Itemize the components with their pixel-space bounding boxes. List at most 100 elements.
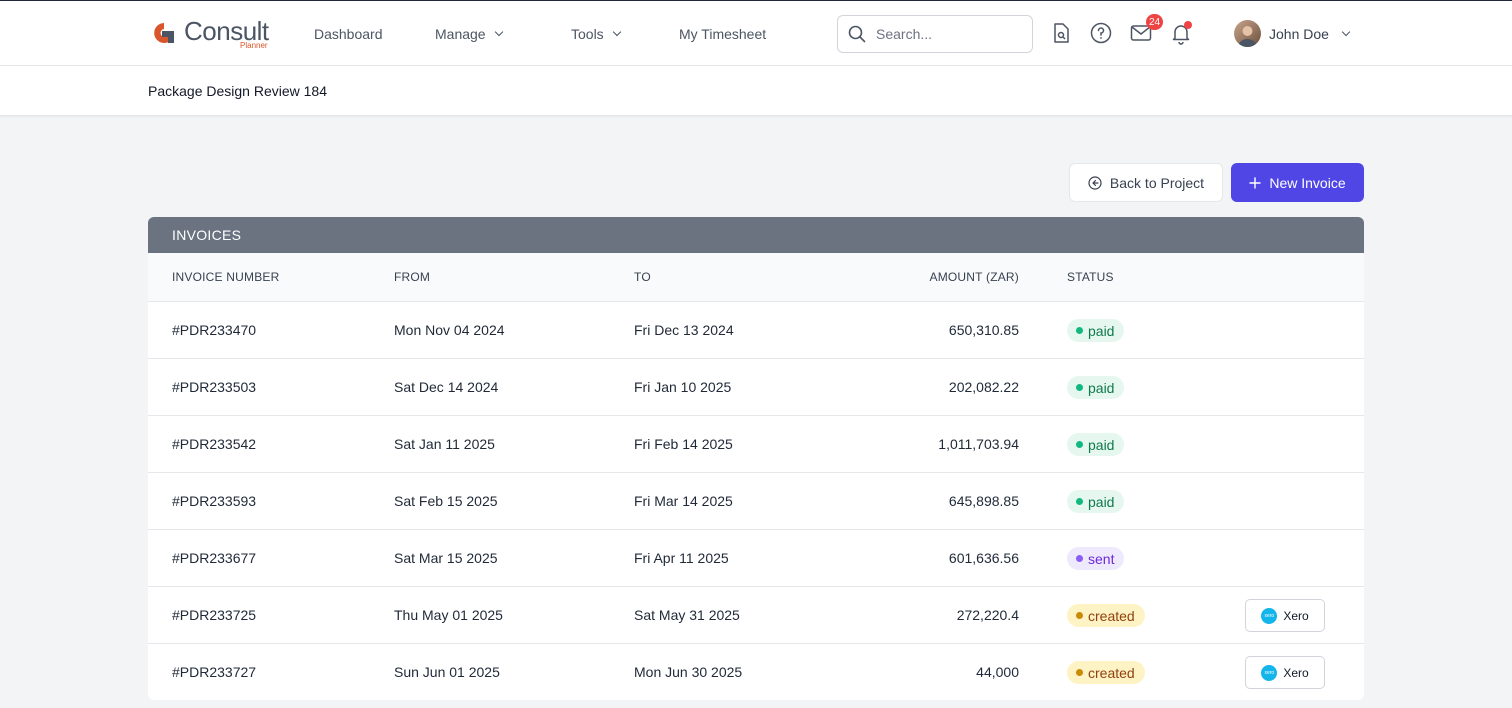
nav-manage[interactable]: Manage: [435, 26, 503, 42]
column-header-from: FROM: [394, 270, 431, 284]
status-label: paid: [1088, 379, 1115, 396]
invoice-to-date: Mon Jun 30 2025: [634, 664, 743, 680]
xero-button-label: Xero: [1283, 665, 1309, 680]
status-badge: paid: [1067, 319, 1125, 342]
logo-mark-icon: [148, 17, 180, 49]
new-invoice-label: New Invoice: [1269, 174, 1346, 191]
user-menu[interactable]: John Doe: [1234, 20, 1351, 47]
invoice-number[interactable]: #PDR233725: [172, 607, 257, 623]
plus-icon: [1249, 176, 1262, 189]
invoice-amount: 272,220.4: [956, 607, 1019, 623]
invoice-number[interactable]: #PDR233542: [172, 436, 257, 452]
status-badge: created: [1067, 661, 1145, 684]
status-label: paid: [1088, 322, 1115, 339]
back-to-project-button[interactable]: Back to Project: [1069, 163, 1223, 202]
project-header: Package Design Review 184: [0, 66, 1512, 116]
table-row[interactable]: #PDR233503 Sat Dec 14 2024 Fri Jan 10 2025…: [148, 358, 1364, 415]
mail-icon[interactable]: [1129, 21, 1153, 45]
table-row[interactable]: #PDR233593 Sat Feb 15 2025 Fri Mar 14 2025…: [148, 472, 1364, 529]
invoice-number[interactable]: #PDR233677: [172, 550, 257, 566]
app-logo[interactable]: Consult Planner: [148, 17, 269, 51]
invoice-number[interactable]: #PDR233593: [172, 493, 257, 509]
table-row[interactable]: #PDR233677 Sat Mar 15 2025 Fri Apr 11 2025…: [148, 529, 1364, 586]
invoice-amount: 645,898.85: [948, 493, 1019, 509]
status-dot: [1076, 498, 1083, 505]
new-invoice-button[interactable]: New Invoice: [1231, 163, 1364, 202]
top-navigation-bar: Consult Planner Dashboard Manage Tools M…: [0, 0, 1512, 66]
document-search-icon[interactable]: [1049, 21, 1073, 45]
invoice-number[interactable]: #PDR233727: [172, 664, 257, 680]
user-name: John Doe: [1269, 25, 1329, 42]
status-label: sent: [1088, 550, 1115, 567]
column-header-to: TO: [634, 270, 651, 284]
invoice-to-date: Fri Jan 10 2025: [634, 379, 732, 395]
back-to-project-label: Back to Project: [1109, 174, 1205, 191]
status-dot: [1076, 384, 1083, 391]
status-dot: [1076, 327, 1083, 334]
status-dot: [1076, 612, 1083, 619]
search-input[interactable]: [876, 26, 1016, 42]
chevron-down-icon: [612, 27, 621, 37]
table-row[interactable]: #PDR233542 Sat Jan 11 2025 Fri Feb 14 2025…: [148, 415, 1364, 472]
nav-tools-label: Tools: [571, 26, 604, 42]
invoice-amount: 202,082.22: [948, 379, 1019, 395]
invoice-amount: 44,000: [976, 664, 1019, 680]
nav-my-timesheet[interactable]: My Timesheet: [679, 26, 766, 42]
invoices-heading: INVOICES: [148, 217, 1364, 253]
status-badge: paid: [1067, 490, 1125, 513]
invoice-amount: 650,310.85: [948, 322, 1019, 338]
table-header: INVOICE NUMBER FROM TO AMOUNT (ZAR) STAT…: [148, 253, 1364, 301]
xero-sync-button[interactable]: xero Xero: [1245, 599, 1325, 632]
search-box: [837, 15, 1033, 53]
column-header-invoice-number: INVOICE NUMBER: [172, 270, 280, 284]
column-header-amount: AMOUNT (ZAR): [929, 270, 1019, 284]
back-arrow-circle-icon: [1088, 175, 1102, 190]
page-title: Package Design Review 184: [148, 83, 327, 99]
invoice-to-date: Sat May 31 2025: [634, 607, 740, 623]
nav-dashboard-label: Dashboard: [314, 26, 383, 42]
status-badge: sent: [1067, 547, 1125, 570]
invoice-number[interactable]: #PDR233470: [172, 322, 257, 338]
xero-logo-icon: xero: [1261, 664, 1278, 681]
chevron-down-icon: [1341, 27, 1351, 36]
status-label: created: [1088, 607, 1135, 624]
notification-dot: [1184, 21, 1192, 29]
status-dot: [1076, 441, 1083, 448]
invoices-card: INVOICES INVOICE NUMBER FROM TO AMOUNT (…: [148, 217, 1364, 700]
logo-subtext: Planner: [240, 41, 268, 50]
status-dot: [1076, 555, 1083, 562]
invoice-table-body: #PDR233470 Mon Nov 04 2024 Fri Dec 13 2024…: [148, 301, 1364, 700]
table-row[interactable]: #PDR233470 Mon Nov 04 2024 Fri Dec 13 2024…: [148, 301, 1364, 358]
invoice-from-date: Sat Jan 11 2025: [394, 436, 495, 452]
invoice-from-date: Mon Nov 04 2024: [394, 322, 505, 338]
status-label: paid: [1088, 493, 1115, 510]
nav-dashboard[interactable]: Dashboard: [314, 26, 383, 42]
avatar: [1234, 20, 1261, 47]
invoice-to-date: Fri Apr 11 2025: [634, 550, 729, 566]
nav-tools[interactable]: Tools: [571, 26, 621, 42]
invoice-number[interactable]: #PDR233503: [172, 379, 257, 395]
invoice-amount: 601,636.56: [948, 550, 1019, 566]
status-label: created: [1088, 664, 1135, 681]
nav-timesheet-label: My Timesheet: [679, 26, 767, 42]
help-icon[interactable]: [1089, 21, 1113, 45]
invoice-from-date: Sat Feb 15 2025: [394, 493, 498, 509]
invoice-from-date: Thu May 01 2025: [394, 607, 503, 623]
chevron-down-icon: [494, 27, 503, 37]
table-row[interactable]: #PDR233727 Sun Jun 01 2025 Mon Jun 30 2025…: [148, 643, 1364, 700]
invoice-to-date: Fri Feb 14 2025: [634, 436, 733, 452]
invoice-from-date: Sat Dec 14 2024: [394, 379, 499, 395]
xero-button-label: Xero: [1283, 608, 1309, 623]
status-dot: [1076, 669, 1083, 676]
invoice-amount: 1,011,703.94: [938, 436, 1019, 452]
invoice-to-date: Fri Dec 13 2024: [634, 322, 734, 338]
mail-count-badge: 24: [1146, 14, 1164, 30]
xero-sync-button[interactable]: xero Xero: [1245, 656, 1325, 689]
table-row[interactable]: #PDR233725 Thu May 01 2025 Sat May 31 2025…: [148, 586, 1364, 643]
bell-icon[interactable]: [1169, 21, 1193, 45]
status-label: paid: [1088, 436, 1115, 453]
search-icon: [848, 25, 866, 43]
status-badge: paid: [1067, 376, 1125, 399]
logo-text: Consult: [184, 16, 269, 46]
status-badge: created: [1067, 604, 1145, 627]
